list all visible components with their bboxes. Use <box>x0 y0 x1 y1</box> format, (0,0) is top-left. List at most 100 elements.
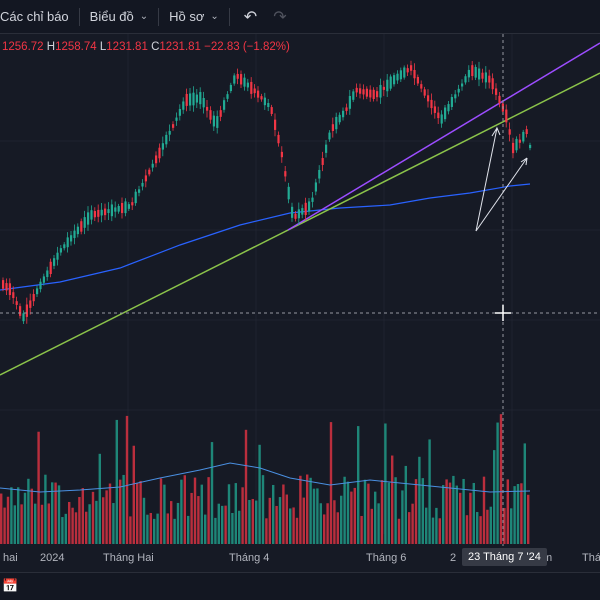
candle-body <box>165 134 168 145</box>
profile-menu-button[interactable]: Hồ sơ ⌄ <box>159 0 229 34</box>
candle-body <box>304 202 307 216</box>
volume-bar <box>180 479 183 544</box>
candle-body <box>216 116 219 128</box>
arrow-head <box>491 127 498 137</box>
volume-bar <box>153 518 156 544</box>
volume-bar <box>438 518 441 544</box>
candle-body <box>260 96 263 100</box>
candle-body <box>131 202 134 206</box>
candle-body <box>280 151 283 158</box>
candle-body <box>240 74 243 85</box>
candle-body <box>246 82 249 88</box>
volume-bar <box>486 509 489 544</box>
volume-bar <box>183 475 186 544</box>
candle-body <box>212 115 215 127</box>
volume-bar <box>289 508 292 544</box>
candle-body <box>515 138 518 151</box>
volume-bar <box>469 492 472 544</box>
volume-bar <box>489 506 492 544</box>
candle-body <box>488 75 491 83</box>
candle-body <box>22 313 25 322</box>
calendar-range-icon[interactable]: 📅 <box>2 578 19 593</box>
redo-icon[interactable]: ↷ <box>273 8 287 26</box>
candle-body <box>97 209 100 217</box>
candle-body <box>195 94 198 103</box>
candle-body <box>263 97 266 106</box>
volume-bar <box>91 491 95 544</box>
candle-body <box>328 132 331 140</box>
volume-bar <box>265 518 268 544</box>
volume-bar <box>132 445 135 544</box>
indicators-label: Các chỉ báo <box>0 9 69 24</box>
volume-bar <box>136 483 139 544</box>
volume-bar <box>496 422 499 544</box>
volume-bar <box>448 482 452 544</box>
candle-body <box>274 119 277 130</box>
volume-bar <box>374 491 377 544</box>
candle-body <box>53 258 56 266</box>
candle-body <box>522 131 525 142</box>
volume-bar <box>421 478 424 544</box>
chevron-down-icon: ⌄ <box>210 11 219 22</box>
candle-body <box>420 84 423 89</box>
volume-bar <box>115 419 118 544</box>
volume-bar <box>27 478 30 544</box>
candle-body <box>467 69 470 78</box>
time-axis-label: m <box>543 552 553 564</box>
candle-body <box>529 144 532 149</box>
candle-body <box>223 100 226 110</box>
candle-body <box>59 248 62 253</box>
candle-body <box>342 110 345 118</box>
candle-body <box>76 226 79 235</box>
volume-bar <box>261 475 265 544</box>
chart-menu-button[interactable]: Biểu đồ ⌄ <box>80 0 158 34</box>
volume-bar <box>204 514 207 544</box>
candle-body <box>386 79 389 92</box>
volume-bar <box>323 514 326 544</box>
volume-bar <box>442 485 445 544</box>
volume-bar <box>224 505 227 544</box>
volume-bar <box>431 517 435 544</box>
volume-bar <box>244 429 248 544</box>
arrow-head <box>525 157 528 166</box>
candle-body <box>369 89 372 98</box>
volume-bar <box>408 512 411 544</box>
volume-bar <box>302 497 305 544</box>
volume-bar <box>85 511 88 544</box>
indicators-button[interactable]: Các chỉ báo <box>0 0 79 34</box>
volume-bar <box>278 497 282 544</box>
volume-bar <box>125 415 129 544</box>
low-label: L <box>99 41 107 53</box>
volume-bar <box>64 513 67 544</box>
candle-body <box>206 106 209 111</box>
time-axis-label: Tháng 6 <box>366 552 407 564</box>
volume-bar <box>51 482 54 544</box>
volume-bar <box>61 517 64 544</box>
volume-bar <box>0 493 3 544</box>
candle-body <box>83 217 86 228</box>
candle-body <box>138 189 141 193</box>
candle-body <box>413 69 416 79</box>
toolbar-divider <box>228 7 230 26</box>
candle-body <box>461 83 464 87</box>
candle-body <box>151 163 154 168</box>
undo-icon[interactable]: ↶ <box>243 8 258 26</box>
volume-bar <box>88 504 91 544</box>
candle-body <box>39 281 42 290</box>
candle-body <box>478 68 481 80</box>
volume-bar <box>462 478 465 544</box>
volume-bar <box>221 505 224 544</box>
candle-body <box>233 75 236 84</box>
price-chart[interactable] <box>0 34 600 546</box>
volume-bar <box>34 503 37 544</box>
volume-bar <box>78 497 81 544</box>
crosshair-date-badge: 23 Tháng 7 '24 <box>462 548 547 566</box>
volume-bar <box>170 501 173 544</box>
volume-bar <box>214 517 217 544</box>
volume-bar <box>333 500 336 544</box>
volume-bar <box>268 497 271 544</box>
volume-bar <box>493 450 496 544</box>
candle-body <box>321 158 324 165</box>
volume-bar <box>479 516 482 544</box>
candle-body <box>416 76 419 84</box>
